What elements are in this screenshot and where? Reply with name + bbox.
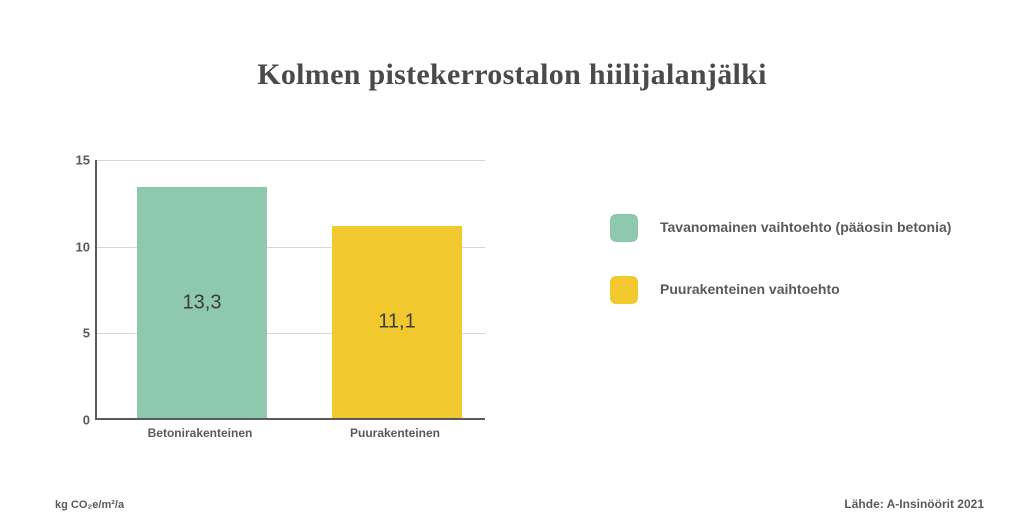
- bar-value-label: 13,3: [183, 291, 222, 314]
- x-category-label: Puurakenteinen: [310, 426, 480, 440]
- bar-betoni: 13,3: [137, 187, 267, 418]
- y-tick-label: 0: [65, 413, 90, 428]
- legend-swatch: [610, 276, 638, 304]
- bar-value-label: 11,1: [378, 310, 415, 333]
- source-text: Lähde: A-Insinöörit 2021: [844, 497, 984, 511]
- y-tick-label: 10: [65, 239, 90, 254]
- legend-item: Tavanomainen vaihtoehto (pääosin betonia…: [610, 214, 970, 242]
- bar-chart: 13,311,1 051015 BetonirakenteinenPuurake…: [55, 160, 485, 460]
- legend-item: Puurakenteinen vaihtoehto: [610, 276, 970, 304]
- gridline: [97, 160, 485, 161]
- y-tick-label: 5: [65, 326, 90, 341]
- y-axis-unit: kg CO₂e/m²/a: [55, 499, 124, 511]
- bar-puu: 11,1: [332, 226, 462, 418]
- legend-label: Tavanomainen vaihtoehto (pääosin betonia…: [660, 214, 951, 239]
- legend-swatch: [610, 214, 638, 242]
- plot-area: 13,3 11,1: [95, 160, 485, 420]
- y-tick-label: 15: [65, 153, 90, 168]
- x-category-label: Betonirakenteinen: [115, 426, 285, 440]
- legend: Tavanomainen vaihtoehto (pääosin betonia…: [610, 214, 970, 338]
- chart-title: Kolmen pistekerrostalon hiilijalanjälki: [0, 58, 1024, 92]
- legend-label: Puurakenteinen vaihtoehto: [660, 276, 840, 301]
